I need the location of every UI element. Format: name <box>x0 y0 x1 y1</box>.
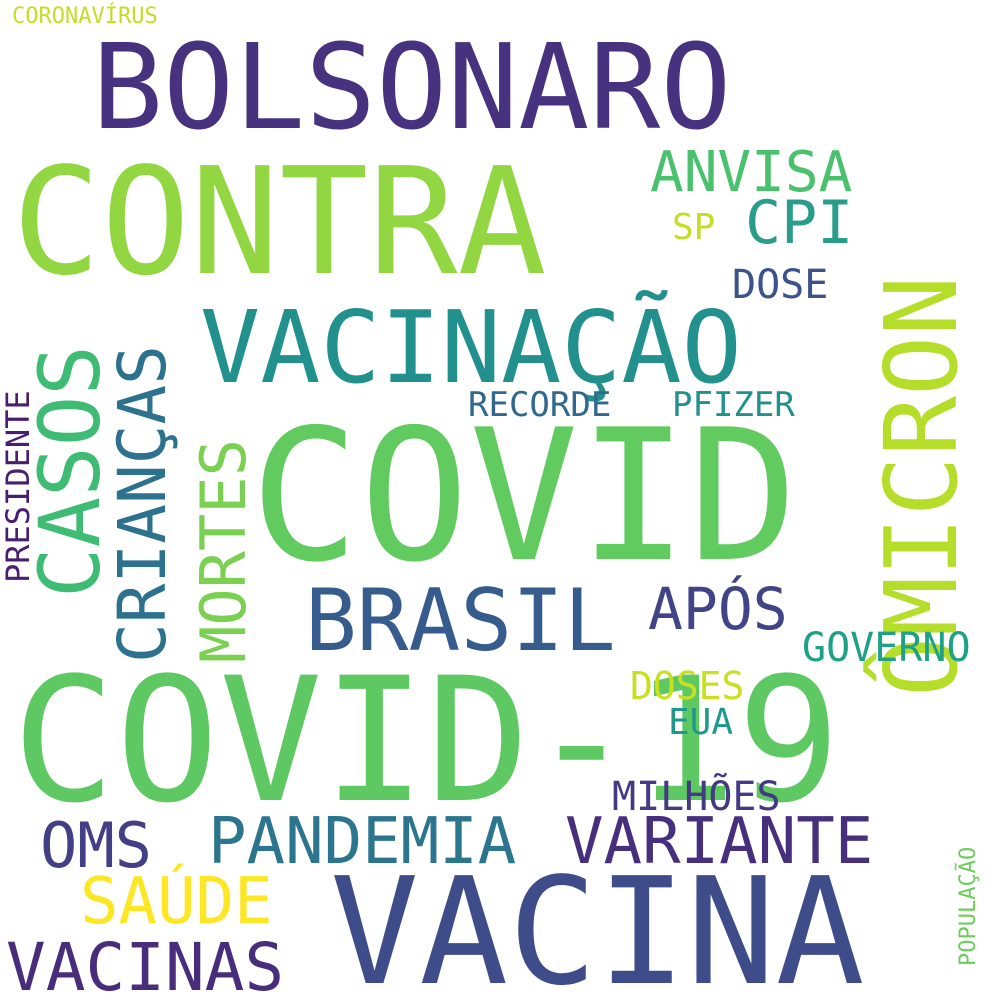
word-recorde: RECORDE <box>468 385 612 425</box>
word-vacinas: VACINAS <box>6 929 285 1000</box>
word-doses: DOSES <box>630 664 745 708</box>
word-eua: EUA <box>668 702 734 743</box>
word-criancas: CRIANÇAS <box>104 345 181 663</box>
word-governo: GOVERNO <box>802 625 971 671</box>
word-populacao: POPULAÇÃO <box>956 846 981 966</box>
word-vacinacao: VACINAÇÃO <box>200 289 742 406</box>
word-casos: CASOS <box>21 345 119 598</box>
word-pandemia: PANDEMIA <box>208 805 517 879</box>
word-contra: CONTRA <box>12 136 547 308</box>
word-vacina: VACINA <box>330 846 865 1000</box>
word-covid: COVID <box>250 390 798 602</box>
word-mortes: MORTES <box>187 439 260 663</box>
word-sp: SP <box>672 207 716 248</box>
word-milhoes: MILHÕES <box>612 774 781 820</box>
word-anvisa: ANVISA <box>650 140 853 205</box>
word-pfizer: PFIZER <box>672 385 795 425</box>
word-coronavirus: CORONAVÍRUS <box>12 4 158 29</box>
word-saude: SAÚDE <box>80 865 273 939</box>
word-variante: VARIANTE <box>565 805 874 879</box>
word-oms: OMS <box>40 809 152 882</box>
word-covid-19: COVID-19 <box>12 640 841 841</box>
word-cpi: CPI <box>745 188 854 258</box>
word-bolsonaro: BOLSONARO <box>92 18 732 156</box>
word-apos: APÓS <box>648 575 788 643</box>
word-presidente: PRESIDENTE <box>0 390 37 583</box>
word-dose: DOSE <box>732 262 829 308</box>
word-brasil: BRASIL <box>305 571 616 671</box>
